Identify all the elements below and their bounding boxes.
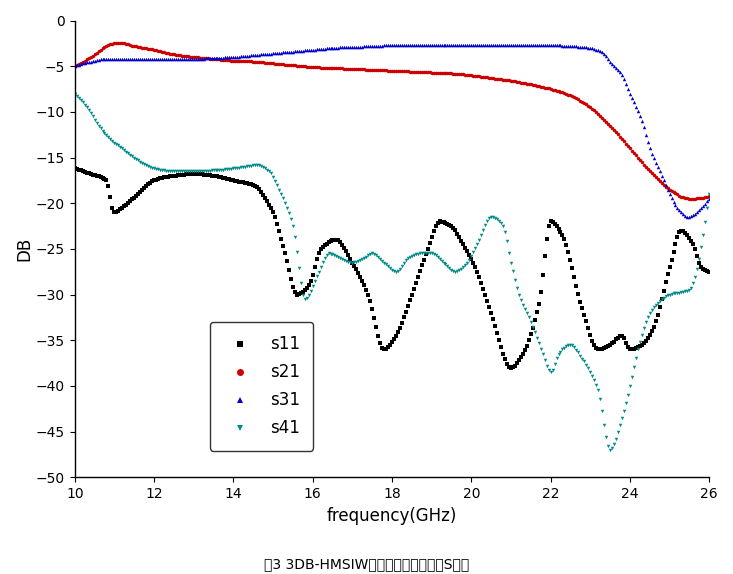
s21 bbox=[70, 63, 79, 69]
s21 bbox=[453, 71, 462, 77]
s41 bbox=[705, 191, 714, 197]
s11 bbox=[352, 266, 361, 273]
s31 bbox=[705, 195, 714, 202]
s31 bbox=[453, 42, 462, 49]
s11 bbox=[199, 171, 208, 178]
s31 bbox=[471, 42, 479, 49]
s11 bbox=[644, 335, 652, 342]
Y-axis label: DB: DB bbox=[15, 236, 33, 261]
s31 bbox=[523, 42, 531, 49]
X-axis label: frequency(GHz): frequency(GHz) bbox=[327, 507, 457, 525]
s41 bbox=[520, 305, 529, 312]
Line: s41: s41 bbox=[73, 92, 711, 452]
s41 bbox=[70, 90, 79, 97]
s11 bbox=[70, 165, 79, 172]
Line: s11: s11 bbox=[73, 167, 711, 370]
Line: s31: s31 bbox=[73, 44, 711, 219]
s11 bbox=[705, 268, 714, 275]
s11 bbox=[523, 342, 531, 349]
s11 bbox=[507, 364, 515, 371]
s21 bbox=[471, 72, 479, 79]
s41 bbox=[199, 168, 208, 174]
s31 bbox=[644, 138, 652, 145]
Line: s21: s21 bbox=[73, 41, 711, 200]
s41 bbox=[469, 249, 478, 256]
s31 bbox=[388, 42, 397, 49]
s21 bbox=[644, 166, 652, 173]
s21 bbox=[354, 66, 363, 73]
s21 bbox=[201, 55, 210, 61]
s41 bbox=[605, 447, 614, 453]
Legend: s11, s21, s31, s41: s11, s21, s31, s41 bbox=[210, 322, 313, 451]
s31 bbox=[685, 214, 693, 220]
s41 bbox=[451, 268, 460, 275]
s21 bbox=[110, 40, 119, 47]
Text: 图3 3DB-HMSIW定向耦合器的的仿真S参数: 图3 3DB-HMSIW定向耦合器的的仿真S参数 bbox=[264, 557, 469, 571]
s31 bbox=[199, 55, 208, 62]
s21 bbox=[705, 192, 714, 199]
s41 bbox=[352, 258, 361, 265]
s11 bbox=[469, 259, 478, 266]
s41 bbox=[644, 313, 652, 320]
s11 bbox=[451, 227, 460, 234]
s31 bbox=[70, 63, 79, 69]
s21 bbox=[523, 80, 531, 87]
s31 bbox=[352, 44, 361, 51]
s21 bbox=[685, 195, 693, 202]
